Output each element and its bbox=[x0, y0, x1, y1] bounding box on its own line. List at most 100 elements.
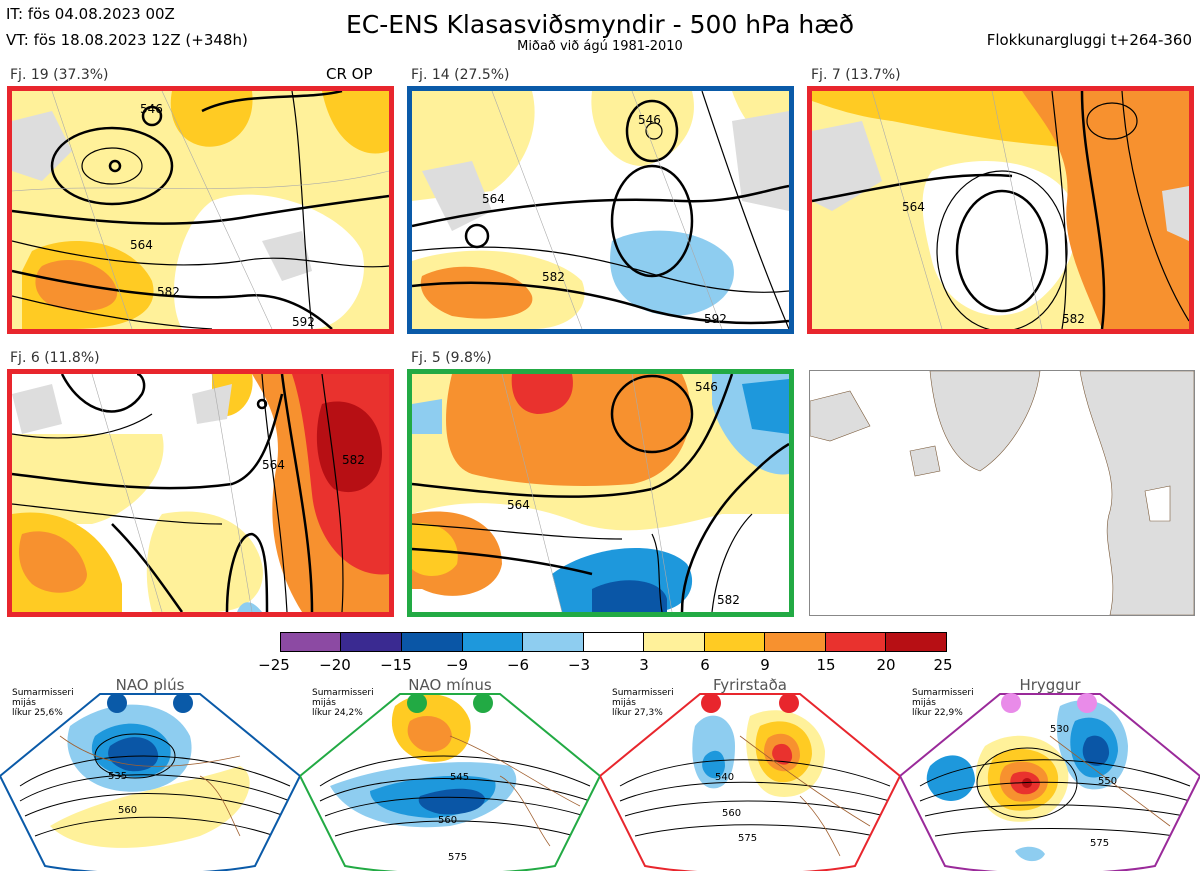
empty-map-frame bbox=[809, 370, 1195, 616]
regime-info: Sumarmisseri mijás líkur 22,9% bbox=[912, 688, 974, 718]
regime-probability: líkur 27,3% bbox=[612, 708, 663, 718]
contour-label: 592 bbox=[292, 315, 315, 329]
regime-mean: mijás bbox=[312, 698, 336, 708]
valid-time: VT: fös 18.08.2023 12Z (+348h) bbox=[6, 31, 248, 49]
classification-window: Flokkunargluggi t+264-360 bbox=[986, 31, 1192, 49]
contour-label: 575 bbox=[448, 852, 467, 863]
colorbar-tick: −25 bbox=[258, 656, 290, 674]
contour-label: 550 bbox=[1098, 776, 1117, 787]
panel-label-cluster-14: Fj. 14 (27.5%) bbox=[411, 67, 510, 83]
regime-map: 545 560 575 bbox=[300, 693, 600, 871]
regime-ridge: Hryggur Sumarmisseri mijás líkur 22,9% bbox=[900, 676, 1200, 871]
colorbar-tick: −20 bbox=[319, 656, 351, 674]
cluster-map-7: 564 582 bbox=[807, 86, 1194, 334]
initial-time: IT: fös 04.08.2023 00Z bbox=[6, 5, 175, 23]
colorbar-tick: −9 bbox=[445, 656, 469, 674]
contour-label: 564 bbox=[482, 192, 505, 206]
colorbar-tick: 3 bbox=[639, 656, 649, 674]
contour-label: 540 bbox=[715, 772, 734, 783]
regime-map: 530 550 575 bbox=[900, 693, 1200, 871]
anomaly-map: 546 564 582 bbox=[412, 374, 789, 612]
contour-label: 564 bbox=[130, 238, 153, 252]
colorbar-swatch bbox=[584, 632, 644, 652]
panel-label-cluster-5: Fj. 5 (9.8%) bbox=[411, 350, 492, 366]
colorbar-tick: 6 bbox=[700, 656, 710, 674]
colorbar-swatch bbox=[765, 632, 826, 652]
colorbar-swatch bbox=[826, 632, 886, 652]
regime-season: Sumarmisseri bbox=[612, 688, 674, 698]
cluster-map-6: 564 582 bbox=[7, 369, 394, 617]
regime-probability: líkur 22,9% bbox=[912, 708, 963, 718]
regime-probability: líkur 25,6% bbox=[12, 708, 63, 718]
regime-title: NAO mínus bbox=[408, 676, 492, 694]
anomaly-map: 564 582 bbox=[12, 374, 389, 612]
page-title: EC-ENS Klasasviðsmyndir - 500 hPa hæð bbox=[345, 10, 855, 39]
contour-label: 560 bbox=[118, 805, 137, 816]
background-map bbox=[810, 371, 1194, 615]
contour-label: 592 bbox=[704, 312, 727, 326]
control-run-tag: CR OP bbox=[326, 65, 373, 83]
regime-season: Sumarmisseri bbox=[12, 688, 74, 698]
contour-label: 575 bbox=[738, 833, 757, 844]
colorbar-swatch bbox=[523, 632, 584, 652]
contour-label: 535 bbox=[108, 771, 127, 782]
contour-label: 560 bbox=[722, 808, 741, 819]
contour-label: 575 bbox=[1090, 838, 1109, 849]
colorbar-tick: 9 bbox=[760, 656, 770, 674]
panel-label-cluster-19: Fj. 19 (37.3%) bbox=[10, 67, 109, 83]
page-subtitle: Miðað við ágú 1981-2010 bbox=[517, 39, 683, 54]
anomaly-map: 564 582 546 592 bbox=[12, 91, 389, 329]
regime-info: Sumarmisseri mijás líkur 25,6% bbox=[12, 688, 74, 718]
regime-mean: mijás bbox=[12, 698, 36, 708]
colorbar-swatch bbox=[705, 632, 765, 652]
cluster-map-19: 564 582 546 592 bbox=[7, 86, 394, 334]
contour-label: 545 bbox=[450, 772, 469, 783]
contour-label: 582 bbox=[157, 285, 180, 299]
panel-label-cluster-7: Fj. 7 (13.7%) bbox=[811, 67, 901, 83]
regime-blocking: Fyrirstaða Sumarmisseri mijás líkur 27,3… bbox=[600, 676, 900, 871]
colorbar-swatch bbox=[886, 632, 947, 652]
regime-mean: mijás bbox=[612, 698, 636, 708]
contour-label: 582 bbox=[1062, 312, 1085, 326]
contour-label: 546 bbox=[638, 113, 661, 127]
contour-label: 564 bbox=[507, 498, 530, 512]
contour-label: 582 bbox=[717, 593, 740, 607]
regime-nao-minus: NAO mínus Sumarmisseri mijás líkur 24,2%… bbox=[300, 676, 600, 871]
colorbar-swatch bbox=[463, 632, 523, 652]
regime-mean: mijás bbox=[912, 698, 936, 708]
contour-label: 582 bbox=[542, 270, 565, 284]
colorbar-swatch bbox=[341, 632, 402, 652]
regime-title: NAO plús bbox=[115, 676, 185, 694]
regime-map: 540 560 575 bbox=[600, 693, 900, 871]
regime-map: 535 560 bbox=[0, 693, 300, 871]
colorbar-tick: 25 bbox=[933, 656, 953, 674]
anomaly-map: 564 582 bbox=[812, 91, 1189, 329]
contour-label: 564 bbox=[262, 458, 285, 472]
regime-title: Fyrirstaða bbox=[713, 676, 787, 694]
colorbar-tick: −15 bbox=[380, 656, 412, 674]
regime-info: Sumarmisseri mijás líkur 27,3% bbox=[612, 688, 674, 718]
colorbar-tick: −3 bbox=[567, 656, 591, 674]
colorbar-swatch bbox=[644, 632, 705, 652]
cluster-map-5: 546 564 582 bbox=[407, 369, 794, 617]
cluster-map-14: 546 564 582 592 bbox=[407, 86, 794, 334]
regime-nao-plus: NAO plús Sumarmisseri mijás líkur 25,6% … bbox=[0, 676, 300, 871]
colorbar-tick: 20 bbox=[876, 656, 896, 674]
colorbar-swatch bbox=[280, 632, 341, 652]
contour-label: 530 bbox=[1050, 724, 1069, 735]
contour-label: 582 bbox=[342, 453, 365, 467]
regime-probability: líkur 24,2% bbox=[312, 708, 363, 718]
contour-label: 546 bbox=[140, 102, 163, 116]
contour-label: 560 bbox=[438, 815, 457, 826]
regime-season: Sumarmisseri bbox=[912, 688, 974, 698]
panel-label-cluster-6: Fj. 6 (11.8%) bbox=[10, 350, 100, 366]
contour-label: 546 bbox=[695, 380, 718, 394]
contour-label: 564 bbox=[902, 200, 925, 214]
colorbar-tick: 15 bbox=[816, 656, 836, 674]
regime-title: Hryggur bbox=[1019, 676, 1081, 694]
regime-info: Sumarmisseri mijás líkur 24,2% bbox=[312, 688, 374, 718]
colorbar-swatch bbox=[402, 632, 463, 652]
regime-season: Sumarmisseri bbox=[312, 688, 374, 698]
colorbar-tick: −6 bbox=[506, 656, 530, 674]
anomaly-map: 546 564 582 592 bbox=[412, 91, 789, 329]
